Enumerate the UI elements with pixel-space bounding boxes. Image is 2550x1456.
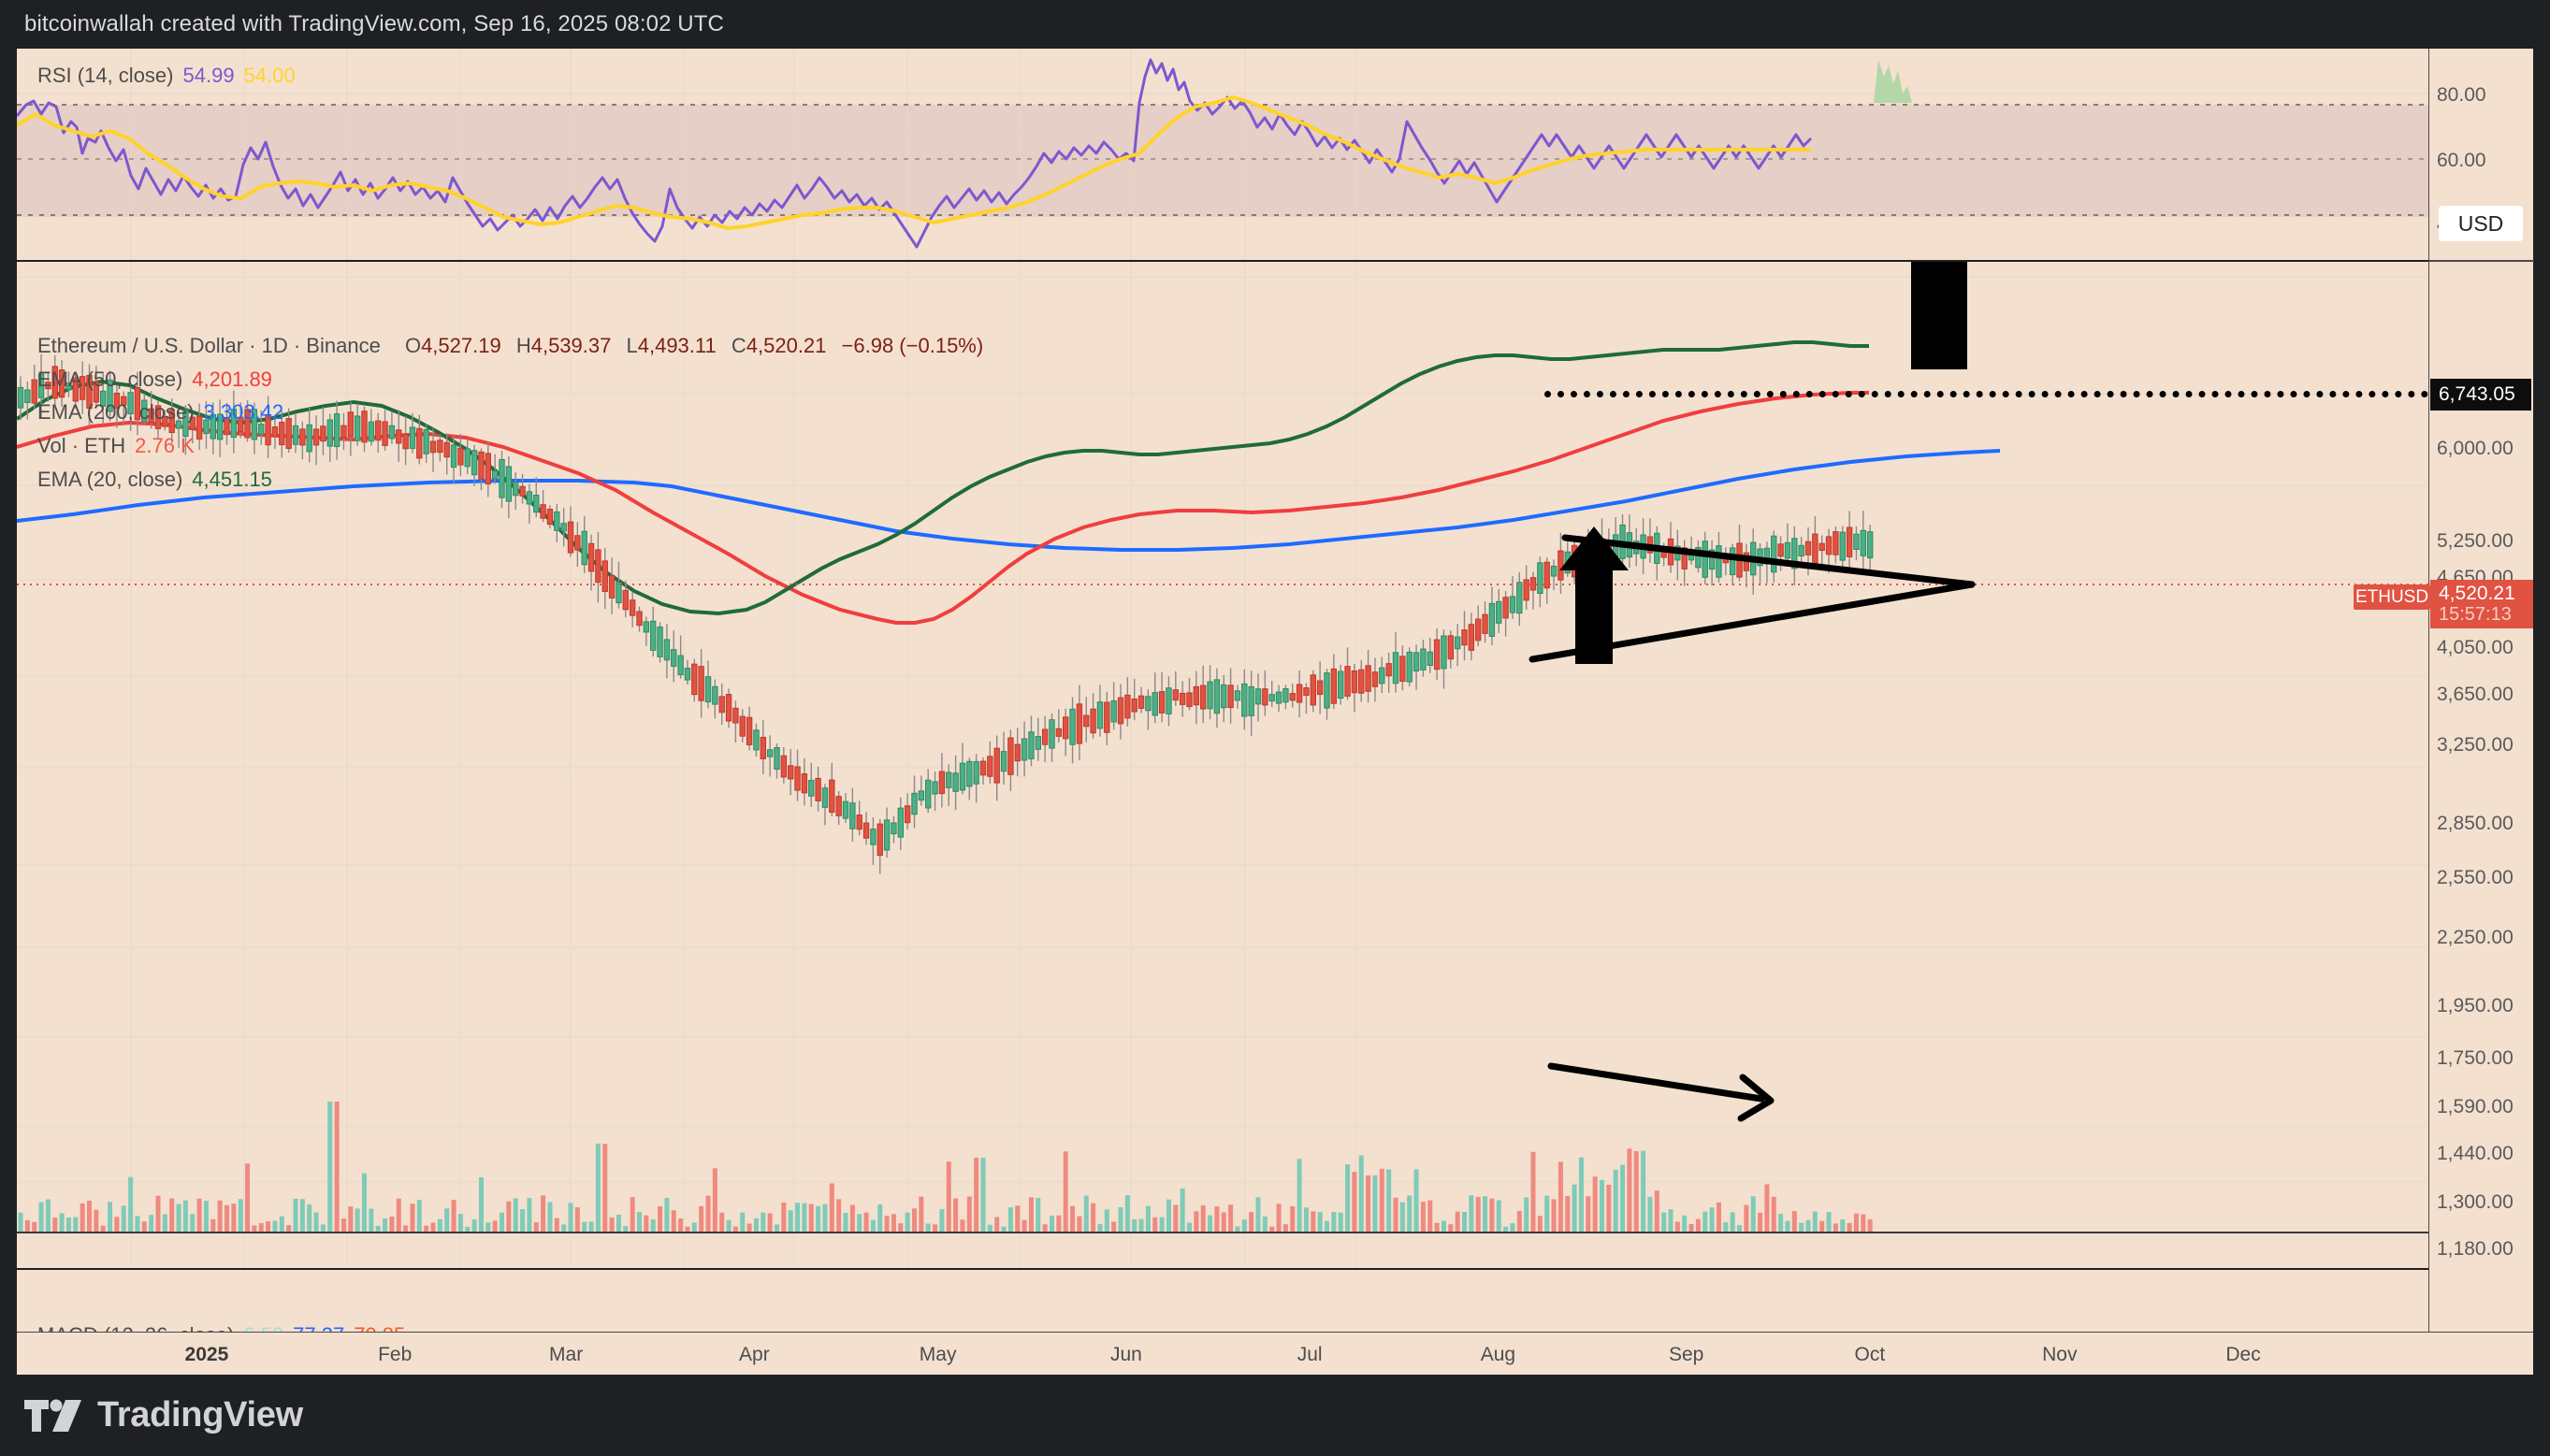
price-tick-1750: 1,750.00 [2437,1047,2514,1069]
ohlc-l-label: L [626,334,638,357]
price-plot [17,262,2428,1268]
ohlc-c-label: C [731,334,746,357]
ema200-title: EMA (200, close) [37,400,195,425]
price-tick-4050: 4,050.00 [2437,637,2514,658]
target-price-badge: 6,743.05 [2430,379,2531,411]
legend-row-ema50: EMA (50, close) 4,201.89 [37,363,983,396]
time-label-oct: Oct [1854,1344,1886,1365]
pane-divider-macd [17,1268,2533,1270]
ohlc-h-label: H [515,334,531,357]
time-label-feb: Feb [378,1344,413,1365]
ema200-value: 3,303.42 [203,400,284,425]
ohlc-change: −6.98 (−0.15%) [841,334,984,357]
time-label-may: May [919,1344,957,1365]
volume-title: Vol · ETH [37,433,126,457]
volume-trend-arrow-head [1737,1074,1775,1122]
rsi-legend: RSI (14, close) 54.99 54.00 [37,64,296,88]
price-tick-3250: 3,250.00 [2437,734,2514,756]
legend-row-ema200: EMA (200, close) 3,303.42 [37,396,983,429]
chart-frame[interactable]: RSI (14, close) 54.99 54.00 [17,49,2534,1347]
ema20-title: EMA (20, close) [37,467,183,491]
price-tick-2250: 2,250.00 [2437,927,2514,948]
price-tick-2850: 2,850.00 [2437,813,2514,834]
time-label-jun: Jun [1109,1344,1142,1365]
rsi-plot [17,49,2428,260]
rsi-value: 54.99 [182,64,235,87]
time-label-2025: 2025 [184,1344,229,1365]
currency-badge[interactable]: USD [2439,206,2523,241]
price-pane[interactable] [17,262,2428,1268]
pane-divider-rsi [17,260,2533,262]
ema50-title: EMA (50, close) [37,367,183,391]
time-label-jul: Jul [1297,1344,1323,1365]
brand-name: TradingView [97,1395,303,1434]
time-label-nov: Nov [2042,1344,2078,1365]
time-label-apr: Apr [739,1344,770,1365]
time-label-dec: Dec [2225,1344,2261,1365]
rsi-ma-value: 54.00 [243,64,296,87]
legend-row-symbol: Ethereum / U.S. Dollar · 1D · Binance O4… [37,329,983,363]
ohlc-l-value: 4,493.11 [637,334,717,357]
price-tick-1180: 1,180.00 [2437,1238,2514,1260]
triangle-upper-trendline [1561,534,1976,588]
volume-value: 2.76 K [135,433,195,457]
price-tick-1440: 1,440.00 [2437,1143,2514,1164]
price-tick-1300: 1,300.00 [2437,1191,2514,1213]
rsi-title: RSI (14, close) [37,64,174,87]
target-price-dotted-line [1544,391,2428,397]
price-tick-1950: 1,950.00 [2437,995,2514,1016]
rsi-tick-60: 60.00 [2437,150,2486,171]
price-legend: Ethereum / U.S. Dollar · 1D · Binance O4… [37,329,983,496]
breakout-arrow-up [1911,262,1967,369]
rsi-tick-80: 80.00 [2437,84,2486,106]
price-tick-5250: 5,250.00 [2437,530,2514,552]
tradingview-logo-icon [24,1396,82,1435]
macd-pane[interactable] [17,1270,2428,1332]
ohlc-o-value: 4,527.19 [421,334,501,357]
price-tick-3650: 3,650.00 [2437,684,2514,705]
bar-countdown: 15:57:13 [2439,603,2512,625]
legend-row-volume: Vol · ETH 2.76 K [37,429,983,463]
price-tick-1590: 1,590.00 [2437,1096,2514,1117]
pole-arrow-up [1559,526,1629,664]
time-label-aug: Aug [1480,1344,1516,1365]
time-label-sep: Sep [1668,1344,1704,1365]
last-price-value: 4,520.21 [2439,582,2515,604]
price-tick-6000: 6,000.00 [2437,438,2514,459]
ohlc-h-value: 4,539.37 [530,334,612,357]
time-label-mar: Mar [549,1344,584,1365]
attribution-bar: bitcoinwallah created with TradingView.c… [0,0,2550,49]
symbol-title: Ethereum / U.S. Dollar · 1D · Binance [37,334,381,357]
volume-trend-arrow-line [1547,1062,1765,1103]
legend-row-ema20: EMA (20, close) 4,451.15 [37,463,983,497]
last-price-badge[interactable]: 4,520.21 15:57:13 [2430,580,2533,628]
ohlc-o-label: O [404,334,422,357]
attribution-text: bitcoinwallah created with TradingView.c… [24,11,724,36]
ema20-value: 4,451.15 [192,467,272,491]
ema50-value: 4,201.89 [192,367,272,391]
price-tick-2550: 2,550.00 [2437,867,2514,888]
rsi-pane[interactable]: RSI (14, close) 54.99 54.00 [17,49,2428,260]
price-scale[interactable]: 80.00 60.00 40.00 6,000.00 5,250.00 4,65… [2428,49,2534,1332]
symbol-price-tag: ETHUSD [2354,584,2430,610]
brand-bar: TradingView [0,1375,2550,1456]
ohlc-c-value: 4,520.21 [746,334,827,357]
time-axis[interactable]: 2025 Feb Mar Apr May Jun Jul Aug Sep Oct Nov Dec [17,1332,2533,1375]
